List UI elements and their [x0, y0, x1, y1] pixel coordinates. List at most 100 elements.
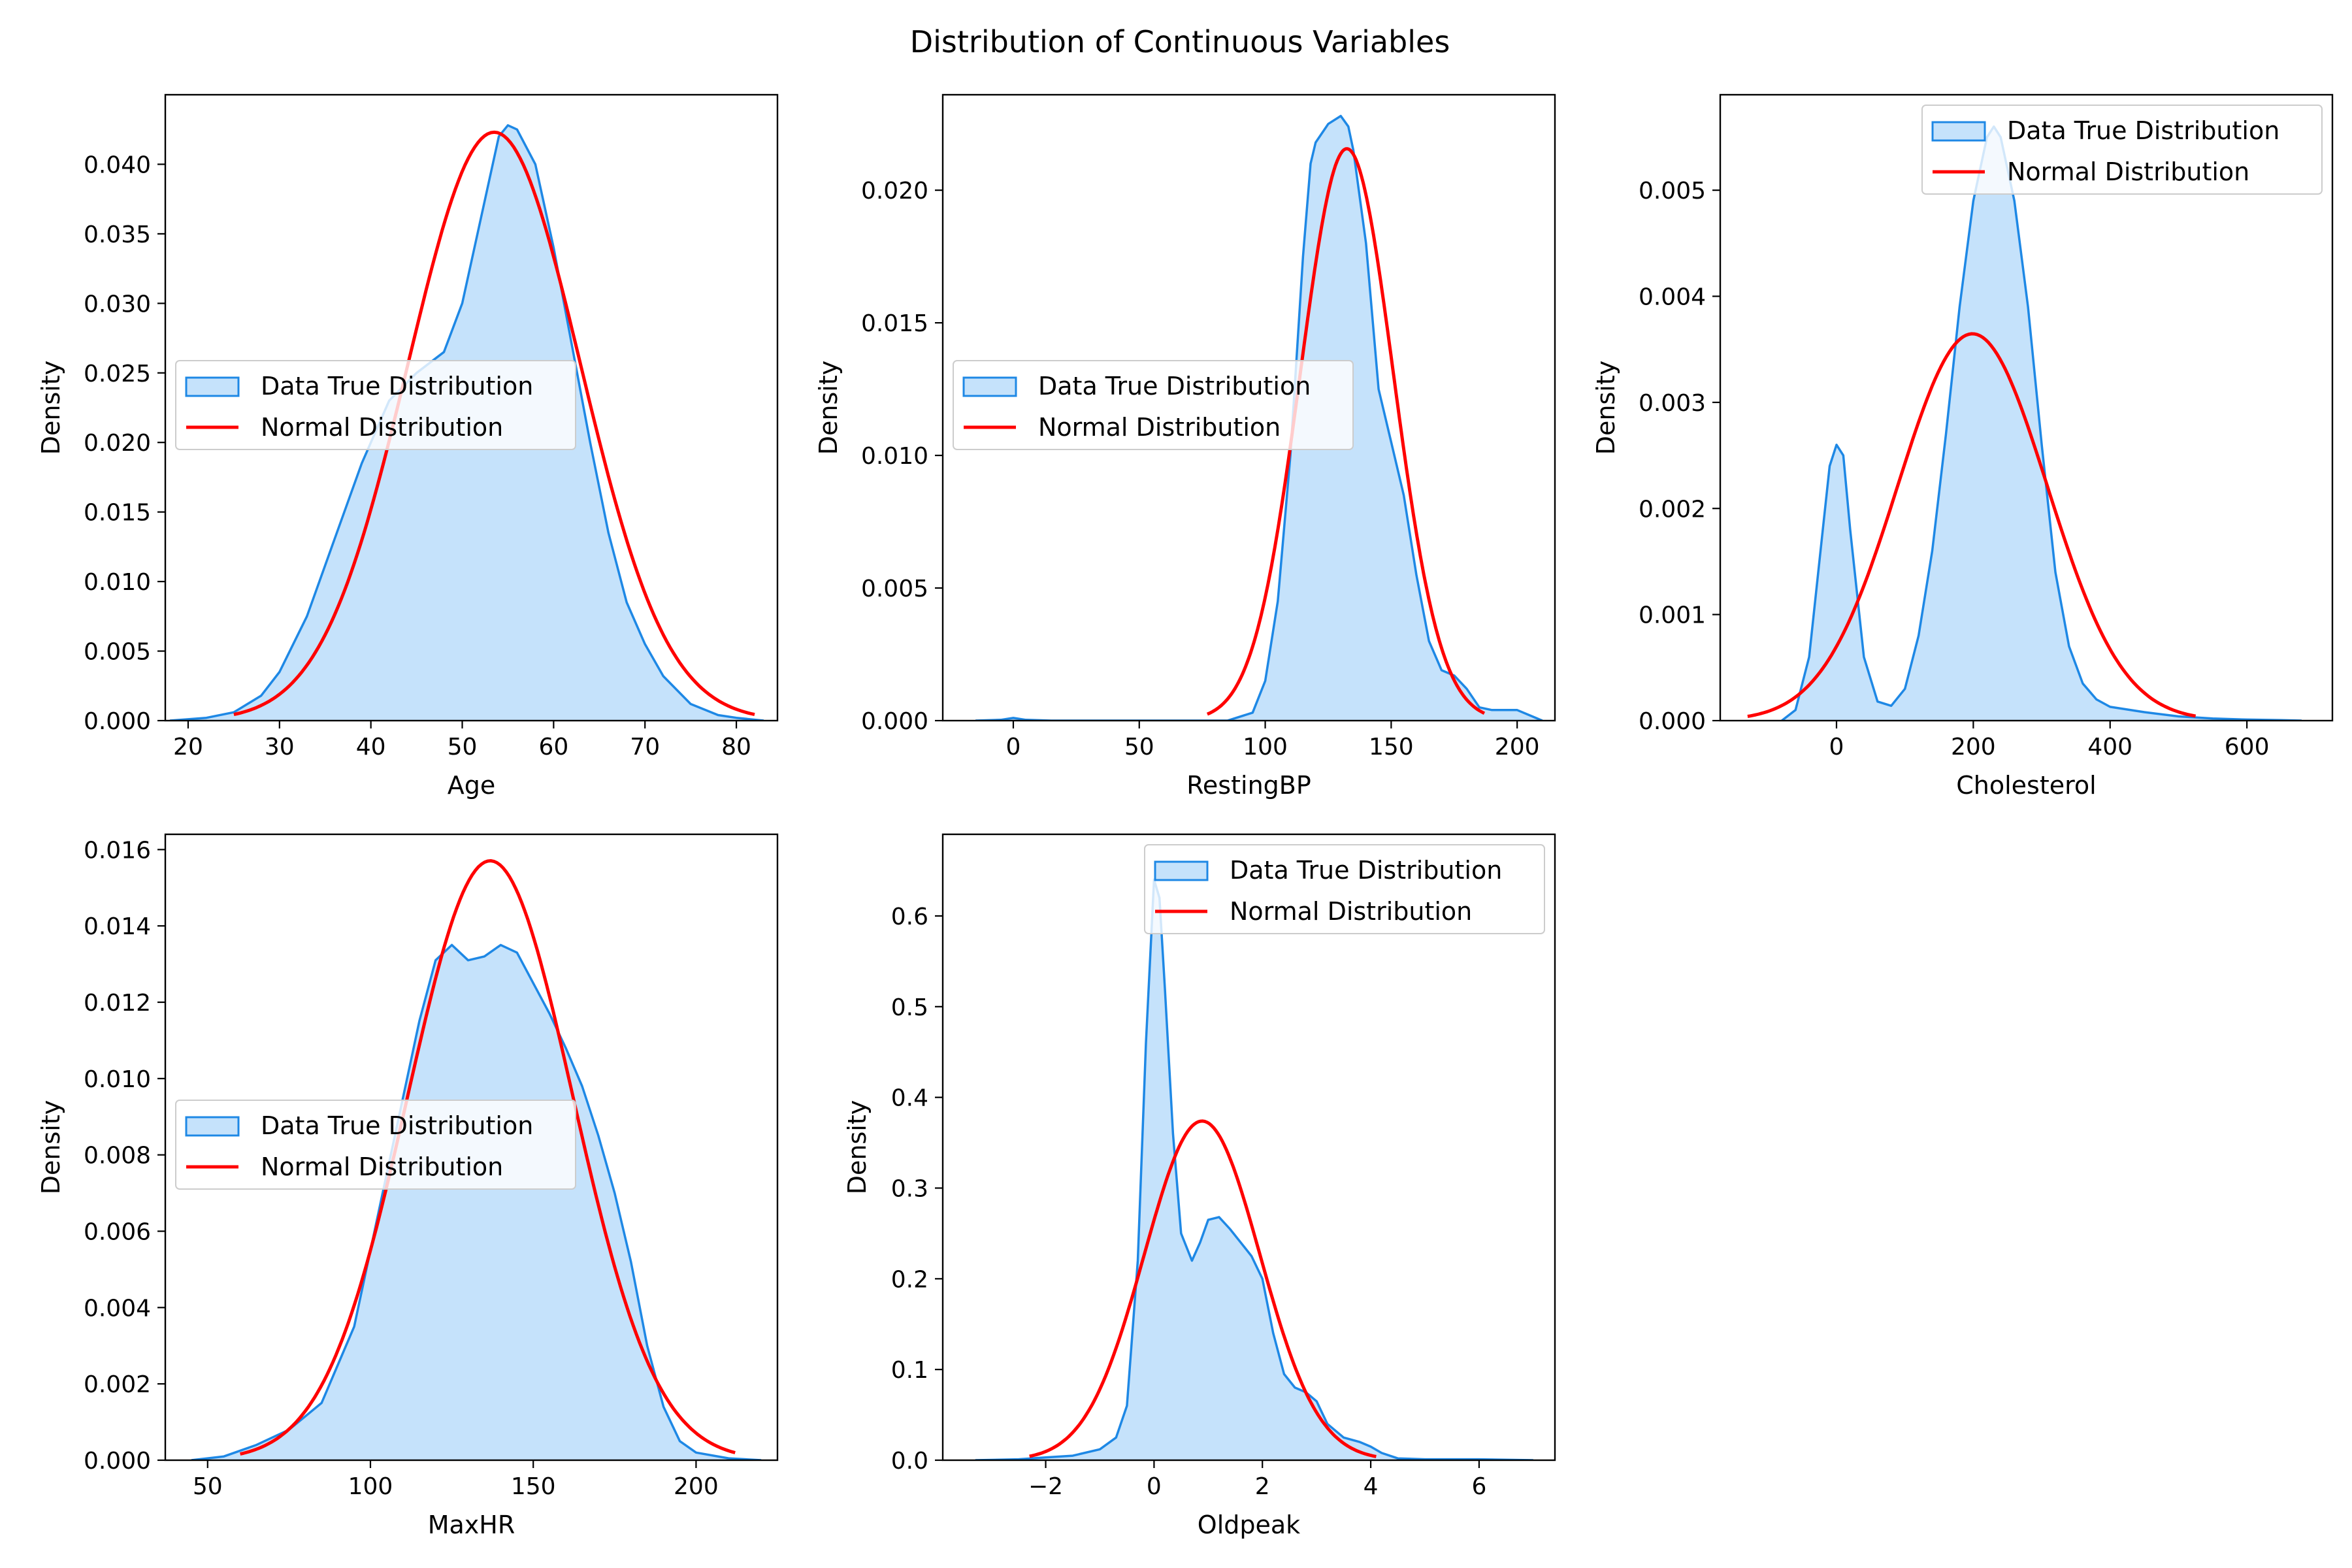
y-tick-label: 0.3: [891, 1175, 928, 1202]
y-tick-label: 0.6: [891, 904, 928, 930]
kde-area: [1782, 126, 2302, 721]
legend-normal-label: Normal Distribution: [261, 1152, 503, 1181]
axes-frame: [1719, 93, 2334, 722]
y-tick-label: 0.4: [891, 1085, 928, 1112]
x-tick-label: 70: [630, 734, 660, 760]
y-tick-label: 0.000: [84, 708, 151, 735]
y-tick-label: 0.015: [84, 500, 151, 527]
y-tick-label: 0.035: [84, 221, 151, 248]
y-tick-label: 0.000: [861, 708, 928, 735]
legend-kde-label: Data True Distribution: [1038, 372, 1311, 400]
x-tick-label: 80: [721, 734, 751, 760]
kde-line: [169, 124, 764, 721]
y-tick-label: 0.025: [84, 361, 151, 387]
x-tick-label: 50: [193, 1473, 223, 1500]
y-tick-label: 0.0: [891, 1448, 928, 1475]
legend-kde-swatch: [962, 376, 1017, 397]
y-tick-label: 0.040: [84, 152, 151, 178]
x-tick-label: 150: [511, 1473, 556, 1500]
y-tick-label: 0.2: [891, 1266, 928, 1293]
y-tick-label: 0.005: [1639, 178, 1706, 204]
normal-curve: [240, 859, 736, 1456]
y-tick-label: 0.000: [1639, 708, 1706, 735]
axes-frame: [941, 833, 1556, 1462]
y-tick-label: 0.002: [1639, 496, 1706, 523]
x-axis-label: Age: [448, 771, 496, 800]
y-tick-label: 0.005: [84, 639, 151, 666]
x-tick-label: 4: [1364, 1473, 1379, 1500]
x-tick-label: 2: [1255, 1473, 1270, 1500]
y-tick-label: 0.030: [84, 291, 151, 318]
x-tick-label: 0: [1147, 1473, 1162, 1500]
x-tick-label: 0: [1006, 734, 1021, 760]
y-tick-label: 0.016: [84, 837, 151, 864]
y-axis-label: Density: [814, 361, 843, 455]
x-axis-label: RestingBP: [1186, 771, 1311, 800]
x-tick-label: 50: [1124, 734, 1154, 760]
kde-area: [975, 879, 1533, 1460]
legend: Data True Distribution Normal Distributio…: [1921, 105, 2323, 195]
y-tick-label: 0.012: [84, 990, 151, 1017]
axes-frame: [941, 93, 1556, 722]
x-tick-label: 100: [1243, 734, 1288, 760]
legend: Data True Distribution Normal Distributio…: [175, 1100, 576, 1190]
axes-frame: [164, 93, 779, 722]
y-tick-label: 0.1: [891, 1357, 928, 1384]
kde-line: [975, 114, 1543, 721]
y-tick-label: 0.000: [84, 1448, 151, 1475]
legend-kde-label: Data True Distribution: [261, 1111, 533, 1140]
y-tick-label: 0.5: [891, 994, 928, 1021]
y-tick-label: 0.020: [861, 178, 928, 204]
y-tick-label: 0.020: [84, 430, 151, 457]
y-tick-label: 0.003: [1639, 390, 1706, 417]
y-axis-label: Density: [843, 1100, 872, 1194]
x-tick-label: 40: [356, 734, 386, 760]
subplot-cholesterol: 0 200 400 600 0.000 0.001 0.002 0.003 0.004 0.005…: [1592, 93, 2334, 800]
legend-kde-label: Data True Distribution: [2007, 116, 2279, 145]
legend-normal-label: Normal Distribution: [2007, 157, 2249, 186]
legend-box: [1144, 844, 1545, 934]
y-tick-label: 0.004: [1639, 284, 1706, 311]
x-tick-label: 150: [1369, 734, 1414, 760]
legend-box: [175, 360, 576, 450]
x-tick-label: 600: [2225, 734, 2270, 760]
x-tick-label: 50: [448, 734, 478, 760]
legend-kde-swatch: [185, 1116, 240, 1137]
y-tick-label: 0.006: [84, 1219, 151, 1246]
kde-line: [975, 878, 1533, 1460]
y-tick-label: 0.004: [84, 1295, 151, 1322]
figure-title: Distribution of Continuous Variables: [910, 24, 1450, 59]
axes-frame: [164, 833, 779, 1462]
y-tick-label: 0.002: [84, 1371, 151, 1398]
legend-normal-label: Normal Distribution: [1038, 413, 1281, 442]
legend-normal-label: Normal Distribution: [261, 413, 503, 442]
subplot-age: 20 30 40 50 60 70 80 0.000 0.005 0.010 0.015 0.020 0…: [37, 93, 779, 800]
legend-kde-swatch: [1931, 121, 1986, 142]
legend: Data True Distribution Normal Distributio…: [953, 360, 1354, 450]
x-tick-label: 200: [674, 1473, 719, 1500]
y-tick-label: 0.008: [84, 1143, 151, 1169]
normal-curve: [1206, 147, 1486, 716]
subplot-grid: 20 30 40 50 60 70 800.0000.0050.0100.0150.0200…: [37, 93, 2334, 1539]
y-tick-label: 0.001: [1639, 602, 1706, 629]
legend-box: [175, 1100, 576, 1190]
legend: Data True Distribution Normal Distributio…: [175, 360, 576, 450]
x-axis-label: Cholesterol: [1956, 771, 2096, 800]
normal-curve: [1747, 332, 2197, 718]
y-tick-label: 0.010: [84, 1066, 151, 1093]
legend-box: [1921, 105, 2323, 195]
x-tick-label: −2: [1028, 1473, 1063, 1500]
x-tick-label: 60: [538, 734, 568, 760]
x-axis-label: Oldpeak: [1198, 1511, 1300, 1539]
x-tick-label: 6: [1471, 1473, 1486, 1500]
legend: Data True Distribution Normal Distributio…: [1144, 844, 1545, 934]
y-tick-label: 0.005: [861, 576, 928, 602]
y-axis-label: Density: [37, 361, 65, 455]
kde-area: [975, 116, 1543, 721]
normal-curve: [1029, 1119, 1377, 1458]
x-tick-label: 30: [265, 734, 295, 760]
legend-normal-label: Normal Distribution: [1230, 897, 1472, 926]
subplot-oldpeak: −2 0 2 4 6 0.0 0.1 0.2 0.3 0.4 0.5 0.6 Oldpeak Densit…: [843, 833, 1556, 1539]
legend-kde-swatch: [185, 376, 240, 397]
